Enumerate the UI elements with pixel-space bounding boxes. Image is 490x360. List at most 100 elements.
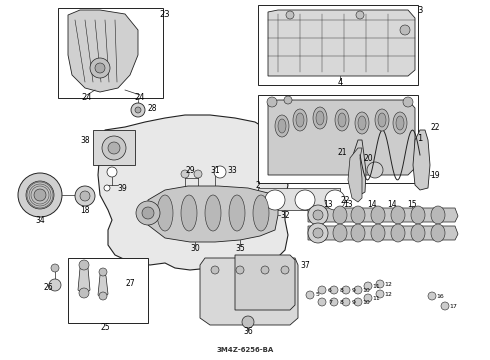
Polygon shape — [308, 208, 458, 222]
Ellipse shape — [296, 113, 304, 127]
Circle shape — [318, 286, 326, 294]
Circle shape — [313, 210, 323, 220]
Circle shape — [286, 11, 294, 19]
Circle shape — [265, 190, 285, 210]
Text: 29: 29 — [185, 166, 195, 175]
Ellipse shape — [411, 206, 425, 224]
Circle shape — [80, 191, 90, 201]
Circle shape — [284, 96, 292, 104]
Text: 38: 38 — [80, 135, 90, 144]
Circle shape — [95, 63, 105, 73]
Circle shape — [211, 266, 219, 274]
Circle shape — [441, 302, 449, 310]
Text: 8: 8 — [340, 300, 344, 305]
Text: 12: 12 — [384, 282, 392, 287]
Ellipse shape — [391, 224, 405, 242]
Circle shape — [142, 207, 154, 219]
Text: 6: 6 — [328, 288, 332, 292]
Ellipse shape — [229, 195, 245, 231]
Text: 12: 12 — [384, 292, 392, 297]
Text: 19: 19 — [430, 171, 440, 180]
Text: 34: 34 — [35, 216, 45, 225]
Text: 32: 32 — [280, 211, 290, 220]
Text: 2: 2 — [256, 180, 260, 189]
Text: 23: 23 — [160, 9, 171, 18]
Circle shape — [342, 286, 350, 294]
Ellipse shape — [338, 113, 346, 127]
Ellipse shape — [157, 195, 173, 231]
Polygon shape — [148, 186, 278, 242]
Text: 30: 30 — [190, 243, 200, 252]
Text: 33: 33 — [227, 166, 237, 175]
Polygon shape — [413, 130, 430, 190]
Polygon shape — [78, 265, 90, 295]
Circle shape — [18, 173, 62, 217]
Circle shape — [376, 290, 384, 298]
Polygon shape — [68, 10, 138, 92]
Ellipse shape — [313, 206, 327, 224]
Circle shape — [325, 190, 345, 210]
Circle shape — [308, 205, 328, 225]
Polygon shape — [258, 188, 340, 210]
Circle shape — [354, 286, 362, 294]
Polygon shape — [235, 255, 295, 310]
Ellipse shape — [375, 109, 389, 131]
Circle shape — [428, 292, 436, 300]
Polygon shape — [268, 100, 415, 175]
Circle shape — [403, 97, 413, 107]
Ellipse shape — [181, 195, 197, 231]
Text: ✗: ✗ — [195, 189, 205, 202]
Circle shape — [261, 266, 269, 274]
Circle shape — [131, 103, 145, 117]
Ellipse shape — [335, 109, 349, 131]
Text: 10: 10 — [362, 300, 370, 305]
Circle shape — [194, 170, 202, 178]
Circle shape — [313, 228, 323, 238]
Circle shape — [90, 58, 110, 78]
Text: 31: 31 — [210, 166, 220, 175]
Text: 1: 1 — [417, 134, 422, 143]
Text: 13: 13 — [323, 199, 333, 208]
Bar — [258, 5, 418, 85]
Ellipse shape — [253, 195, 269, 231]
Ellipse shape — [313, 224, 327, 242]
Circle shape — [26, 181, 54, 209]
Circle shape — [181, 170, 189, 178]
Ellipse shape — [378, 113, 386, 127]
Polygon shape — [98, 115, 288, 270]
Polygon shape — [200, 258, 298, 325]
Text: 13: 13 — [343, 199, 353, 208]
Polygon shape — [268, 10, 415, 76]
Circle shape — [107, 167, 117, 177]
Circle shape — [108, 142, 120, 154]
Circle shape — [79, 260, 89, 270]
Text: 36: 36 — [243, 328, 253, 337]
Ellipse shape — [351, 224, 365, 242]
Circle shape — [102, 136, 126, 160]
Text: 35: 35 — [235, 243, 245, 252]
Ellipse shape — [351, 206, 365, 224]
Ellipse shape — [333, 224, 347, 242]
Circle shape — [330, 298, 338, 306]
Ellipse shape — [391, 206, 405, 224]
Circle shape — [236, 266, 244, 274]
Text: 25: 25 — [100, 324, 110, 333]
Polygon shape — [352, 140, 366, 195]
Circle shape — [75, 186, 95, 206]
Circle shape — [99, 268, 107, 276]
Circle shape — [354, 298, 362, 306]
Circle shape — [281, 266, 289, 274]
Bar — [93, 130, 135, 165]
Text: 27: 27 — [125, 279, 135, 288]
Ellipse shape — [313, 107, 327, 129]
Text: 3: 3 — [417, 5, 423, 14]
Circle shape — [376, 280, 384, 288]
Text: 22: 22 — [430, 122, 440, 131]
Text: 17: 17 — [449, 303, 457, 309]
Circle shape — [136, 201, 160, 225]
Circle shape — [308, 223, 328, 243]
Text: 18: 18 — [80, 206, 90, 215]
Circle shape — [79, 288, 89, 298]
Text: 24: 24 — [82, 93, 92, 102]
Text: 5: 5 — [316, 292, 320, 297]
